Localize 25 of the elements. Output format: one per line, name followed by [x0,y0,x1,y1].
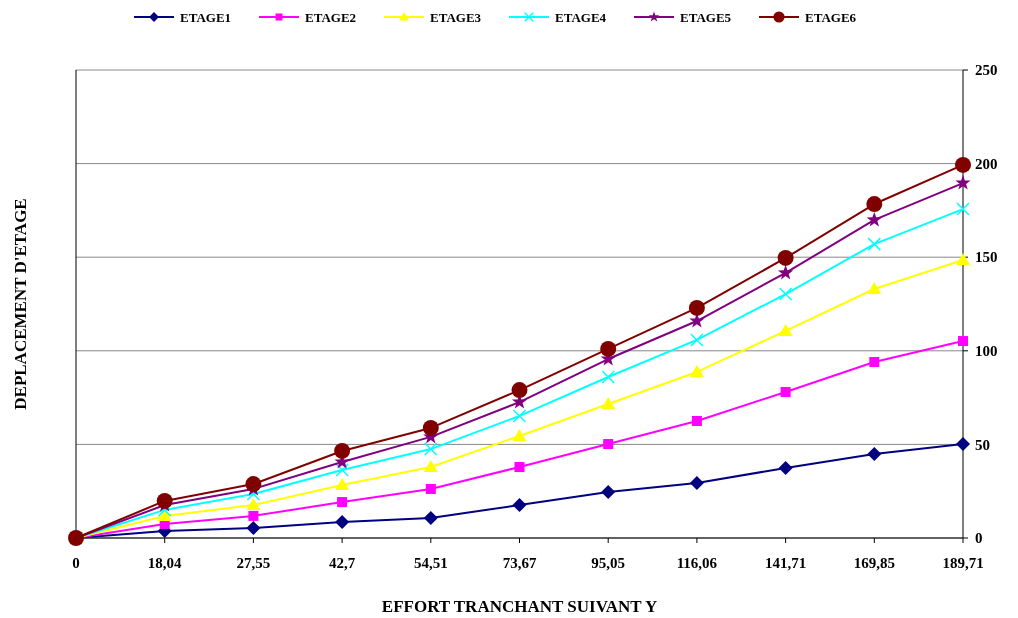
legend-label: ETAGE5 [680,9,732,25]
x-axis-title: EFFORT TRANCHANT SUIVANT Y [381,597,658,616]
y-tick-label: 50 [975,436,990,453]
x-tick-label: 141,71 [764,555,807,571]
legend-label: ETAGE2 [305,9,357,25]
y-tick-label: 100 [975,343,998,360]
x-tick-label: 189,71 [942,555,984,571]
x-tick-label: 95,05 [591,555,626,571]
x-tick-label: 54,51 [413,555,448,571]
y-axis-title: DEPLACEMENT D'ETAGE [11,198,30,410]
x-tick-label: 116,06 [676,555,718,571]
x-tick-label: 169,85 [853,555,895,571]
x-tick-label: 0 [72,555,80,571]
y-tick-label: 250 [975,62,998,79]
y-tick-label: 0 [975,530,983,547]
legend-label: ETAGE3 [430,9,482,25]
x-tick-label: 42,7 [328,555,356,571]
x-tick-label: 18,04 [147,555,183,571]
x-tick-label: 27,55 [236,555,271,571]
x-tick-label: 73,67 [502,555,537,571]
y-tick-label: 200 [975,155,998,172]
legend-label: ETAGE6 [805,9,857,25]
y-tick-label: 150 [975,249,998,266]
legend-label: ETAGE1 [180,9,232,25]
legend-label: ETAGE4 [555,9,607,25]
